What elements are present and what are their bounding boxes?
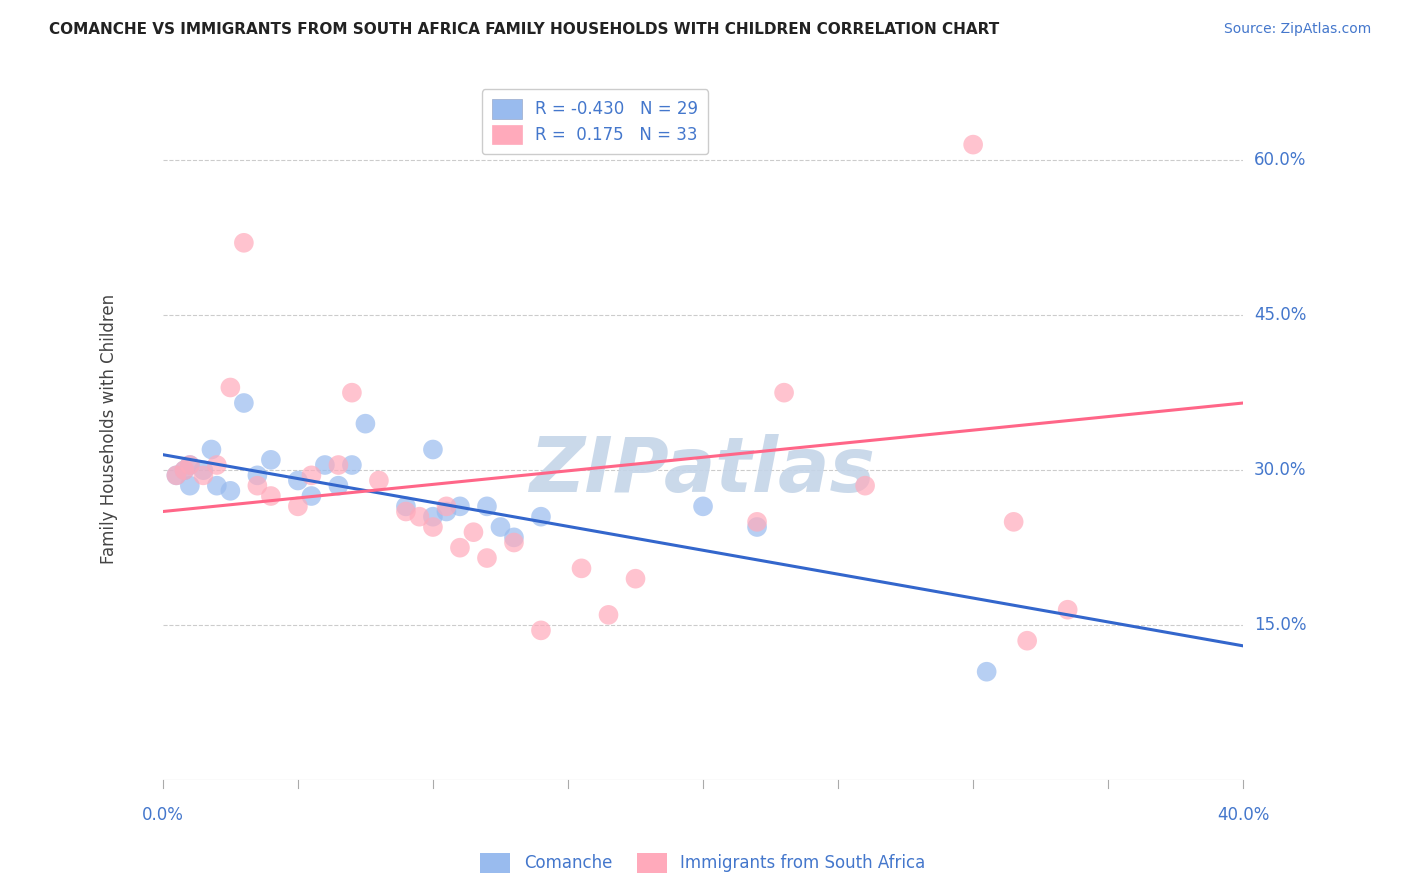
- Point: [436, 500, 458, 514]
- Point: [692, 500, 714, 514]
- Point: [449, 541, 471, 555]
- Point: [463, 525, 485, 540]
- Point: [200, 442, 222, 457]
- Point: [287, 474, 309, 488]
- Point: [219, 380, 242, 394]
- Point: [193, 468, 215, 483]
- Legend: R = -0.430   N = 29, R =  0.175   N = 33: R = -0.430 N = 29, R = 0.175 N = 33: [482, 89, 709, 154]
- Point: [449, 500, 471, 514]
- Point: [287, 500, 309, 514]
- Point: [246, 478, 269, 492]
- Point: [422, 520, 444, 534]
- Point: [395, 504, 418, 518]
- Text: 30.0%: 30.0%: [1254, 461, 1306, 479]
- Point: [314, 458, 336, 472]
- Point: [745, 515, 768, 529]
- Point: [232, 235, 254, 250]
- Point: [179, 478, 201, 492]
- Text: 0.0%: 0.0%: [142, 806, 184, 824]
- Point: [530, 624, 553, 638]
- Point: [193, 463, 215, 477]
- Point: [165, 468, 187, 483]
- Point: [745, 520, 768, 534]
- Point: [368, 474, 391, 488]
- Point: [408, 509, 430, 524]
- Point: [395, 500, 418, 514]
- Point: [503, 530, 526, 544]
- Point: [173, 463, 195, 477]
- Point: [624, 572, 647, 586]
- Point: [179, 458, 201, 472]
- Point: [475, 551, 498, 566]
- Point: [219, 483, 242, 498]
- Point: [232, 396, 254, 410]
- Point: [503, 535, 526, 549]
- Text: ZIPatlas: ZIPatlas: [530, 434, 876, 508]
- Point: [354, 417, 377, 431]
- Point: [530, 509, 553, 524]
- Point: [773, 385, 796, 400]
- Point: [976, 665, 998, 679]
- Point: [179, 458, 201, 472]
- Point: [422, 509, 444, 524]
- Point: [246, 468, 269, 483]
- Point: [598, 607, 620, 622]
- Point: [260, 453, 283, 467]
- Point: [299, 468, 322, 483]
- Point: [422, 442, 444, 457]
- Text: 45.0%: 45.0%: [1254, 306, 1306, 324]
- Point: [1002, 515, 1025, 529]
- Text: 60.0%: 60.0%: [1254, 151, 1306, 169]
- Point: [260, 489, 283, 503]
- Point: [205, 458, 228, 472]
- Point: [475, 500, 498, 514]
- Point: [328, 458, 350, 472]
- Point: [165, 468, 187, 483]
- Point: [299, 489, 322, 503]
- Text: 15.0%: 15.0%: [1254, 616, 1306, 634]
- Point: [1056, 603, 1078, 617]
- Point: [328, 478, 350, 492]
- Point: [340, 385, 363, 400]
- Point: [962, 137, 984, 152]
- Text: 40.0%: 40.0%: [1218, 806, 1270, 824]
- Point: [1017, 633, 1039, 648]
- Text: COMANCHE VS IMMIGRANTS FROM SOUTH AFRICA FAMILY HOUSEHOLDS WITH CHILDREN CORRELA: COMANCHE VS IMMIGRANTS FROM SOUTH AFRICA…: [49, 22, 1000, 37]
- Point: [205, 478, 228, 492]
- Point: [853, 478, 876, 492]
- Point: [173, 463, 195, 477]
- Point: [489, 520, 512, 534]
- Point: [340, 458, 363, 472]
- Point: [571, 561, 593, 575]
- Legend: Comanche, Immigrants from South Africa: Comanche, Immigrants from South Africa: [474, 847, 932, 880]
- Text: Source: ZipAtlas.com: Source: ZipAtlas.com: [1223, 22, 1371, 37]
- Point: [436, 504, 458, 518]
- Text: Family Households with Children: Family Households with Children: [100, 293, 118, 564]
